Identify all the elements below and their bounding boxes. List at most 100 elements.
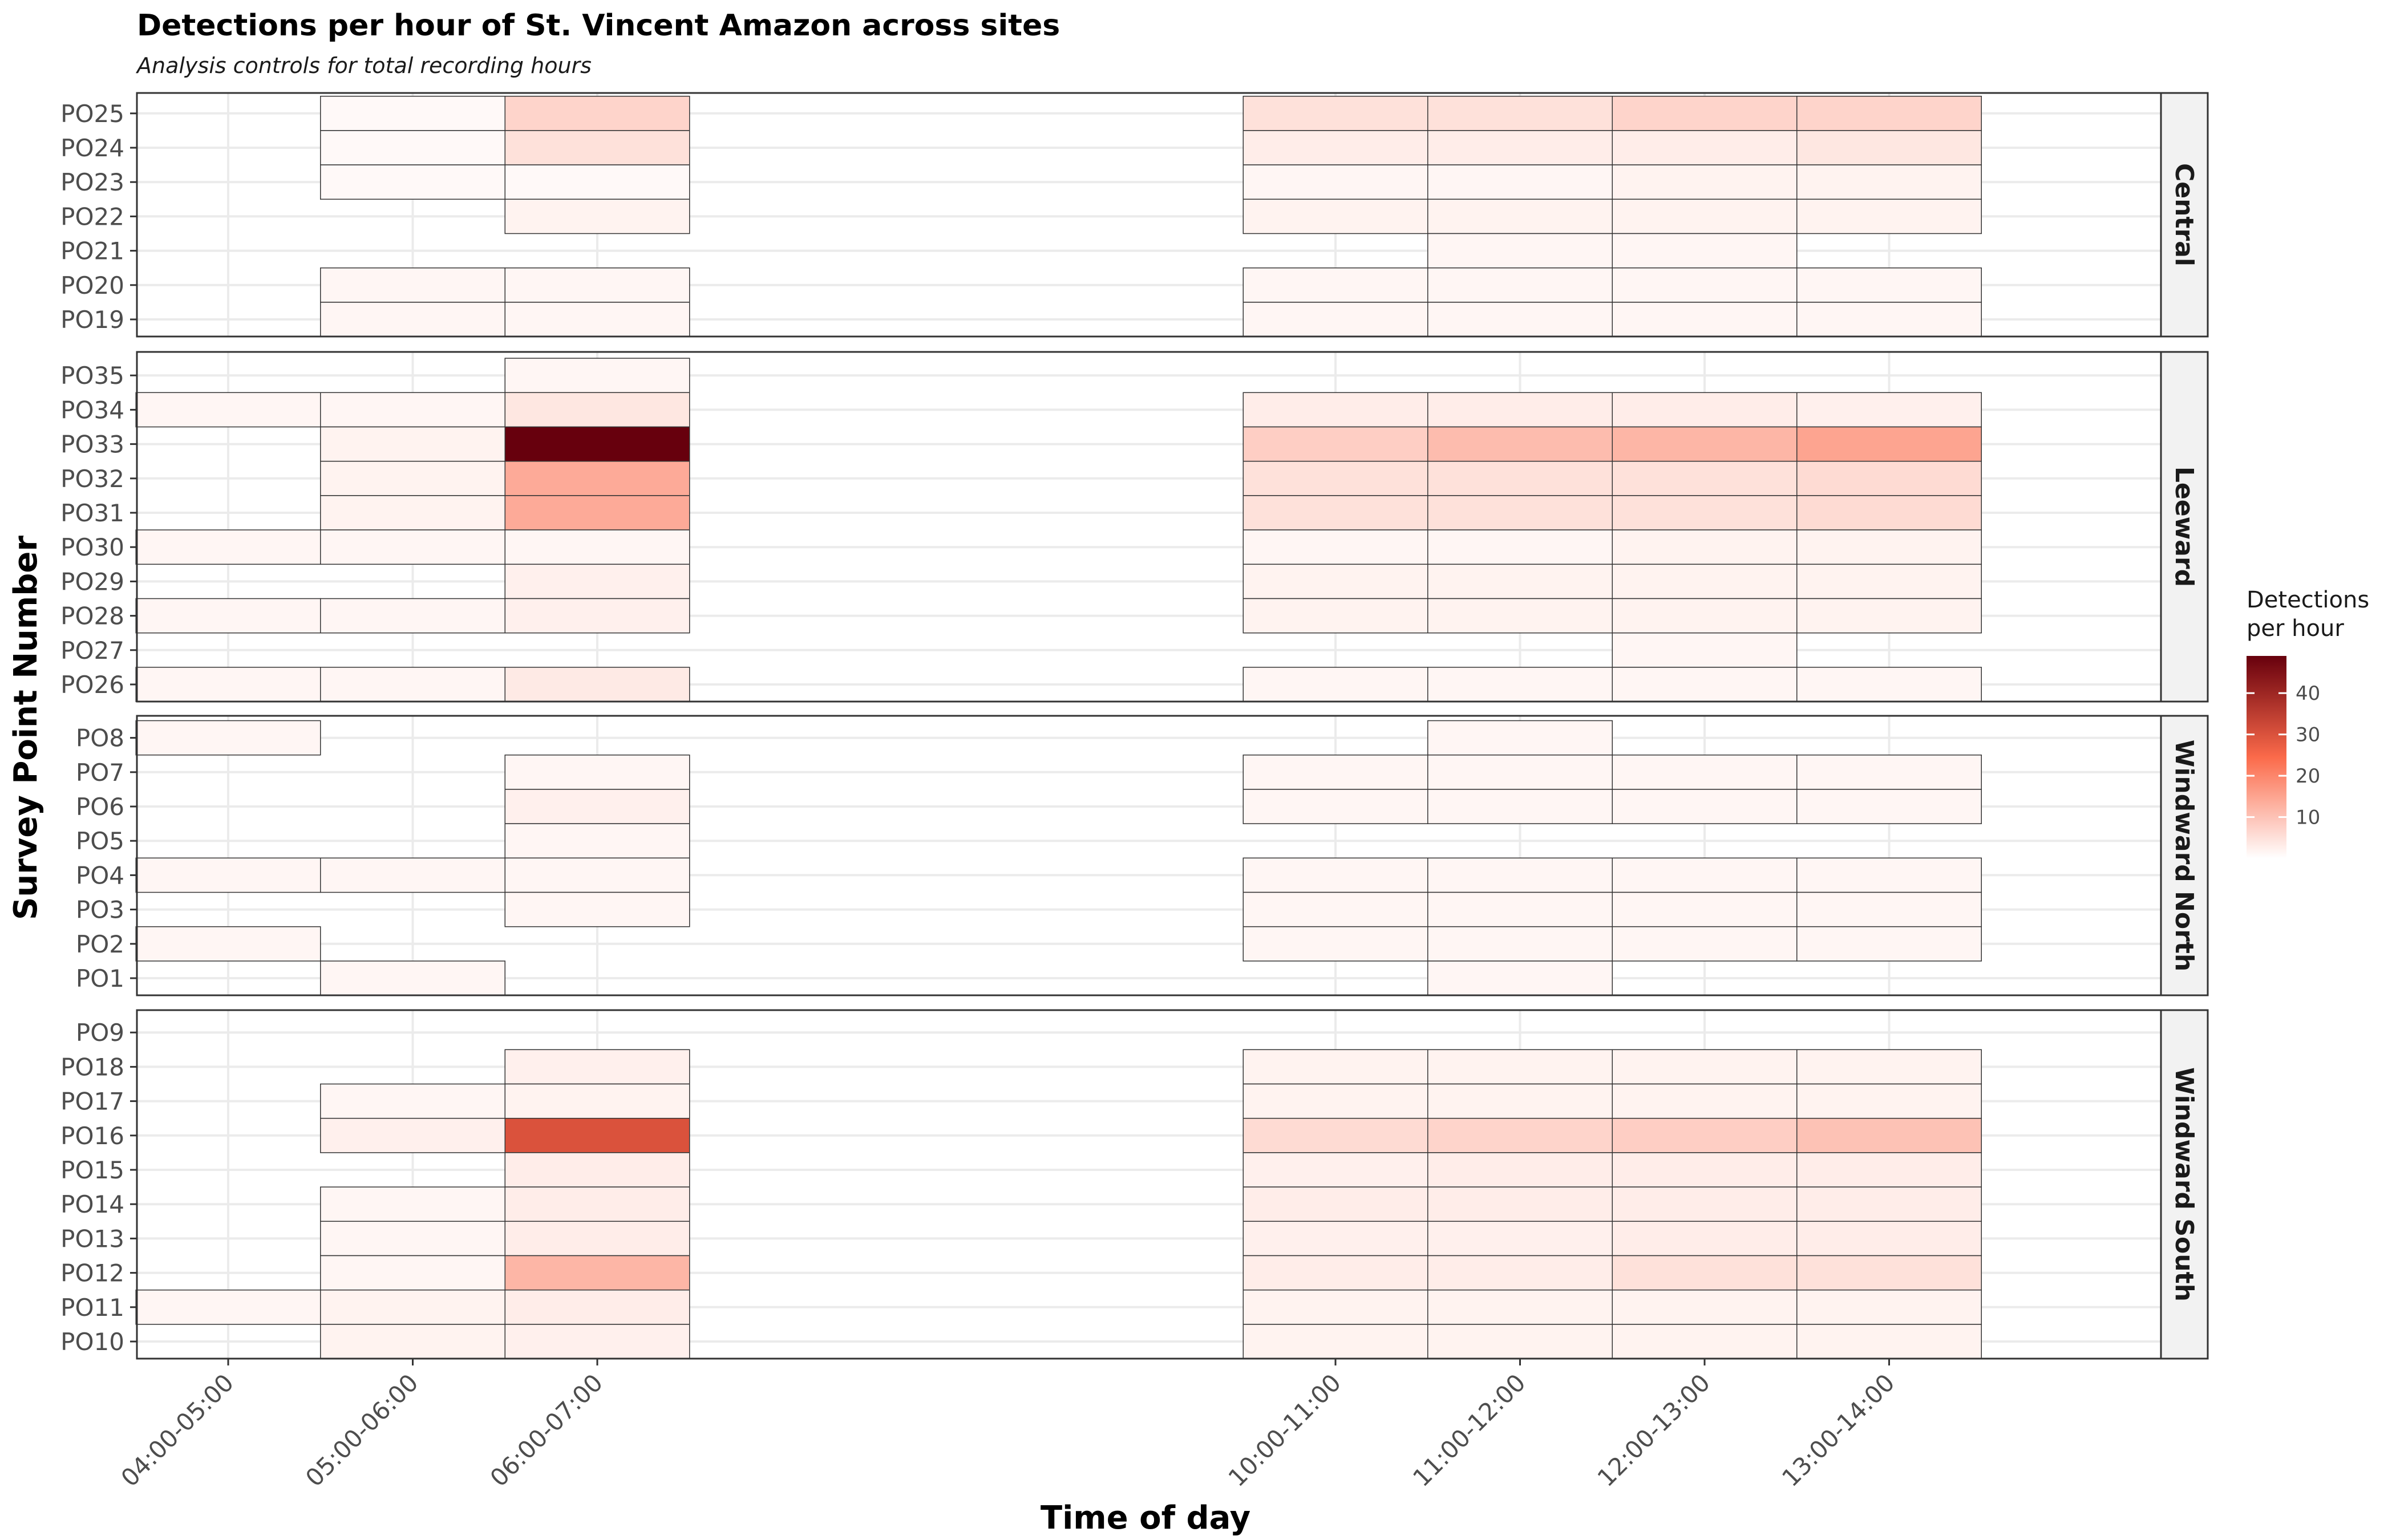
heatmap-cell bbox=[1427, 1083, 1613, 1119]
heatmap-cell bbox=[1612, 460, 1798, 496]
heatmap-cell bbox=[1242, 267, 1428, 303]
y-tick-label: PO28 bbox=[60, 602, 124, 630]
heatmap-cell bbox=[1612, 426, 1798, 462]
heatmap-cell bbox=[1796, 926, 1982, 962]
heatmap-cell bbox=[1612, 857, 1798, 893]
heatmap-cell bbox=[135, 667, 321, 702]
heatmap-cell bbox=[1427, 1255, 1613, 1291]
heatmap-cell bbox=[1612, 1289, 1798, 1325]
legend-title-line-2: per hour bbox=[2247, 615, 2344, 642]
heatmap-cell bbox=[504, 1186, 690, 1222]
heatmap-cell bbox=[1242, 891, 1428, 927]
chart-subtitle: Analysis controls for total recording ho… bbox=[135, 53, 592, 78]
heatmap-cell bbox=[504, 823, 690, 859]
y-tick-label: PO18 bbox=[60, 1053, 124, 1081]
y-tick-label: PO11 bbox=[60, 1294, 124, 1322]
heatmap-cell bbox=[1242, 164, 1428, 200]
y-tick-label: PO2 bbox=[76, 930, 124, 958]
heatmap-cell bbox=[1796, 1221, 1982, 1257]
heatmap-cell bbox=[1427, 233, 1613, 269]
heatmap-cell bbox=[504, 302, 690, 337]
y-tick-label: PO16 bbox=[60, 1122, 124, 1150]
heatmap-cell bbox=[504, 495, 690, 530]
heatmap-cell bbox=[1242, 392, 1428, 428]
heatmap-cell bbox=[1796, 891, 1982, 927]
heatmap-cell bbox=[1427, 130, 1613, 165]
y-tick-label: PO17 bbox=[60, 1088, 124, 1116]
y-tick-label: PO24 bbox=[60, 134, 124, 162]
heatmap-cell bbox=[1612, 1152, 1798, 1188]
heatmap-cell bbox=[1427, 95, 1613, 131]
heatmap-cell bbox=[1612, 495, 1798, 530]
heatmap-cell bbox=[1796, 198, 1982, 234]
heatmap-cell bbox=[1612, 564, 1798, 599]
heatmap-cell bbox=[320, 857, 505, 893]
heatmap-cell bbox=[1796, 598, 1982, 634]
heatmap-cell bbox=[320, 267, 505, 303]
heatmap-cell bbox=[1427, 564, 1613, 599]
legend-title-line-1: Detections bbox=[2247, 587, 2369, 613]
heatmap-cell bbox=[1612, 198, 1798, 234]
heatmap-cell bbox=[320, 1221, 505, 1257]
heatmap-cell bbox=[135, 720, 321, 756]
heatmap-cell bbox=[1427, 1049, 1613, 1085]
chart-title: Detections per hour of St. Vincent Amazo… bbox=[137, 9, 1060, 43]
heatmap-cell bbox=[1427, 1186, 1613, 1222]
y-tick-label: PO27 bbox=[60, 637, 124, 664]
legend-colorbar bbox=[2247, 656, 2286, 858]
heatmap-cell bbox=[1612, 267, 1798, 303]
heatmap-cell bbox=[1242, 302, 1428, 337]
heatmap-cell bbox=[504, 130, 690, 165]
heatmap-cell bbox=[1427, 789, 1613, 824]
y-tick-label: PO20 bbox=[60, 271, 124, 299]
heatmap-cell bbox=[1427, 926, 1613, 962]
y-tick-label: PO19 bbox=[60, 306, 124, 334]
heatmap-cell bbox=[1242, 564, 1428, 599]
heatmap-cell bbox=[1796, 1117, 1982, 1153]
heatmap-cell bbox=[1612, 233, 1798, 269]
heatmap-cell bbox=[1427, 460, 1613, 496]
heatmap-cell bbox=[1796, 1255, 1982, 1291]
x-tick-label: 05:00-06:00 bbox=[300, 1368, 424, 1492]
heatmap-cell bbox=[1427, 961, 1613, 996]
heatmap-cell bbox=[1612, 529, 1798, 565]
x-axis: 04:00-05:00 05:00-06:00 06:00-07:00 10:00-1… bbox=[116, 1359, 1900, 1492]
heatmap-cell bbox=[1796, 667, 1982, 702]
x-tick-label: 04:00-05:00 bbox=[116, 1368, 240, 1492]
y-tick-label: PO5 bbox=[76, 827, 124, 855]
facet-strip bbox=[2160, 351, 2209, 703]
heatmap-cell bbox=[504, 1255, 690, 1291]
heatmap-cell bbox=[1427, 720, 1613, 756]
heatmap-cell bbox=[320, 1289, 505, 1325]
heatmap-cell bbox=[504, 358, 690, 394]
heatmap-cell bbox=[1242, 1221, 1428, 1257]
heatmap-cell bbox=[1242, 1289, 1428, 1325]
heatmap-cell bbox=[504, 1083, 690, 1119]
heatmap-cell bbox=[320, 961, 505, 996]
heatmap-cell bbox=[1796, 95, 1982, 131]
heatmap-cell bbox=[1427, 495, 1613, 530]
heatmap-cell bbox=[135, 529, 321, 565]
facet-panel-windward-south: PO10 PO11 PO12 PO13 PO14 PO15 PO16 PO17 PO18 PO9 W… bbox=[60, 1009, 2209, 1360]
heatmap-cell bbox=[1427, 198, 1613, 234]
y-tick-label: PO23 bbox=[60, 168, 124, 196]
heatmap-cell bbox=[135, 598, 321, 634]
heatmap-cell bbox=[504, 460, 690, 496]
heatmap-cell bbox=[1427, 1324, 1613, 1359]
x-tick-label: 11:00-12:00 bbox=[1407, 1368, 1531, 1492]
heatmap-cell bbox=[1612, 891, 1798, 927]
heatmap-cell bbox=[1427, 1221, 1613, 1257]
heatmap-cell bbox=[1242, 130, 1428, 165]
heatmap-cell bbox=[504, 857, 690, 893]
x-tick-label: 06:00-07:00 bbox=[485, 1368, 609, 1492]
heatmap-cell bbox=[1242, 1117, 1428, 1153]
heatmap-cell bbox=[1427, 267, 1613, 303]
heatmap-cell bbox=[1242, 426, 1428, 462]
x-tick-label: 13:00-14:00 bbox=[1776, 1368, 1900, 1492]
facet-strip-label: Windward North bbox=[2170, 740, 2199, 971]
heatmap-cell bbox=[1242, 1083, 1428, 1119]
heatmap-cell bbox=[504, 789, 690, 824]
heatmap-cell bbox=[1612, 1221, 1798, 1257]
heatmap-cell bbox=[1612, 667, 1798, 702]
heatmap-cell bbox=[1796, 1083, 1982, 1119]
